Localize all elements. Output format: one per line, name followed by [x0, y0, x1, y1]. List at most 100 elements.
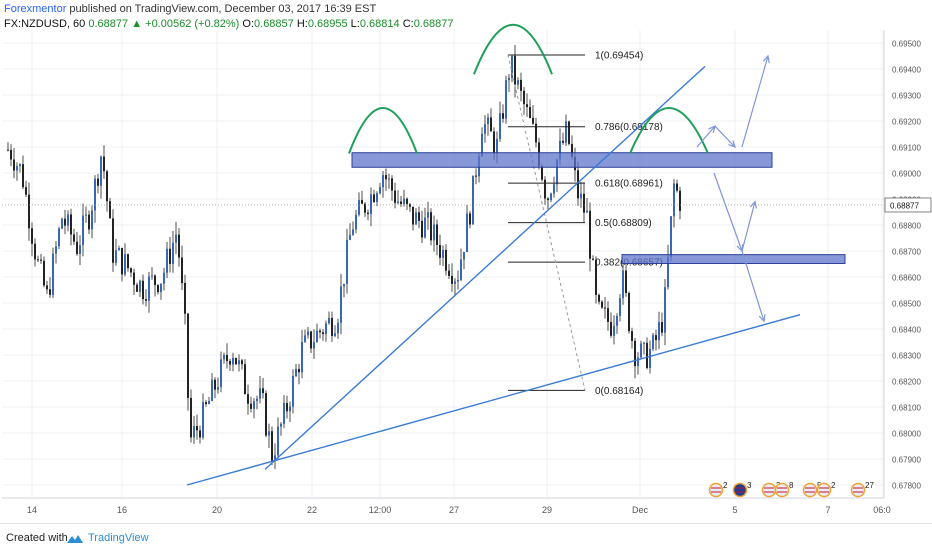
- candle-body: [622, 270, 624, 299]
- candle-body: [79, 245, 81, 255]
- publish-info: Forexmentor published on TradingView.com…: [4, 3, 376, 15]
- price-tick-label: 0.68100: [892, 404, 921, 413]
- candle-body: [352, 229, 354, 235]
- time-tick-label: 14: [27, 505, 37, 515]
- candle-body: [40, 259, 42, 261]
- candle-body: [679, 190, 681, 211]
- candle-body: [202, 402, 204, 438]
- candle-body: [652, 335, 654, 349]
- candle-body: [271, 431, 273, 461]
- price-zones[interactable]: [351, 152, 846, 264]
- candle-body: [118, 247, 120, 251]
- candle-body: [676, 183, 678, 191]
- candle-body: [259, 388, 261, 399]
- candle-body: [313, 342, 315, 349]
- projection-arrow-5-head: [749, 200, 757, 209]
- candle-body: [595, 259, 597, 295]
- candle-body: [664, 287, 666, 333]
- candle-body: [70, 214, 72, 235]
- candle-body: [508, 78, 510, 81]
- candle-body: [103, 156, 105, 172]
- candle-body: [547, 198, 549, 201]
- candle-body: [211, 379, 213, 401]
- candle-body: [13, 159, 15, 171]
- candle-body: [577, 170, 579, 199]
- candle-body: [340, 286, 342, 323]
- candle-body: [277, 426, 279, 456]
- candle-body: [85, 214, 87, 216]
- candle-body: [241, 360, 243, 365]
- candle-body: [448, 270, 450, 276]
- event-count: 3: [747, 481, 752, 490]
- price-tick-label: 0.68300: [892, 352, 921, 361]
- price-chart[interactable]: 1(0.69454)0.786(0.69178)0.618(0.68961)0.…: [0, 0, 932, 523]
- candle-body: [376, 193, 378, 202]
- author-link[interactable]: Forexmentor: [4, 3, 67, 15]
- candle-body: [505, 80, 507, 119]
- candle-body: [463, 252, 465, 260]
- published-text: published on TradingView.com, December 0…: [69, 3, 377, 15]
- candle-body: [571, 143, 573, 158]
- candle-body: [322, 332, 324, 335]
- candle-body: [61, 218, 63, 229]
- candle-body: [415, 212, 417, 225]
- candle-body: [325, 323, 327, 335]
- candle-body: [583, 193, 585, 213]
- candle-body: [145, 299, 147, 301]
- fib-level-label: 0.786(0.69178): [595, 122, 663, 133]
- candle-body: [64, 218, 66, 226]
- candle-body: [535, 123, 537, 143]
- candle-body: [16, 166, 18, 171]
- candle-body: [229, 361, 231, 365]
- candle-body: [34, 243, 36, 260]
- candle-body: [187, 313, 189, 398]
- candle-body: [46, 285, 48, 290]
- right-shoulder-arc: [629, 107, 709, 154]
- price-tick-label: 0.67800: [892, 482, 921, 491]
- event-flag-icon: [761, 482, 777, 498]
- candle-body: [607, 308, 609, 322]
- candle-body: [22, 164, 24, 188]
- candle-body: [127, 254, 129, 269]
- tradingview-link[interactable]: TradingView: [88, 532, 149, 544]
- candle-body: [109, 201, 111, 219]
- candle-body: [613, 325, 615, 336]
- candle-body: [49, 289, 51, 295]
- candle-body: [421, 220, 423, 238]
- candle-body: [640, 343, 642, 358]
- projection-arrow-6: [741, 250, 765, 322]
- candle-body: [349, 234, 351, 240]
- time-axis[interactable]: 14 16 20 22 12:00 27 29 Dec 5 7 06:0: [2, 497, 891, 515]
- candle-body: [409, 204, 411, 207]
- economic-events-strip[interactable]: 23285227: [708, 481, 875, 498]
- candle-body: [469, 213, 471, 225]
- candle-body: [598, 294, 600, 302]
- candle-body: [484, 124, 486, 134]
- event-flag-icon: [850, 482, 866, 498]
- candle-body: [331, 317, 333, 336]
- candle-body: [298, 368, 300, 373]
- candle-body: [667, 256, 669, 288]
- candle-body: [496, 138, 498, 154]
- projection-arrow-5: [741, 201, 756, 252]
- candle-body: [190, 397, 192, 438]
- candle-body: [247, 394, 249, 404]
- candle-body: [25, 187, 27, 195]
- candle-body: [67, 214, 69, 226]
- low-value: 0.68814: [359, 18, 400, 30]
- price-axis[interactable]: 0.69500 0.69400 0.69300 0.69200 0.69100 0.690…: [2, 30, 932, 498]
- event-count: 8: [789, 481, 794, 490]
- candle-body: [196, 426, 198, 431]
- candle-body: [91, 210, 93, 230]
- candle-body: [139, 280, 141, 292]
- candle-body: [541, 166, 543, 180]
- drawing-annotations[interactable]: [186, 24, 801, 486]
- candle-body: [31, 228, 33, 244]
- candle-body: [175, 234, 177, 243]
- candle-body: [649, 348, 651, 368]
- price-tick-label: 0.69000: [892, 170, 921, 179]
- candle-body: [565, 121, 567, 143]
- fib-level-label: 1(0.69454): [595, 50, 643, 61]
- candle-body: [562, 140, 564, 143]
- candle-body: [292, 376, 294, 407]
